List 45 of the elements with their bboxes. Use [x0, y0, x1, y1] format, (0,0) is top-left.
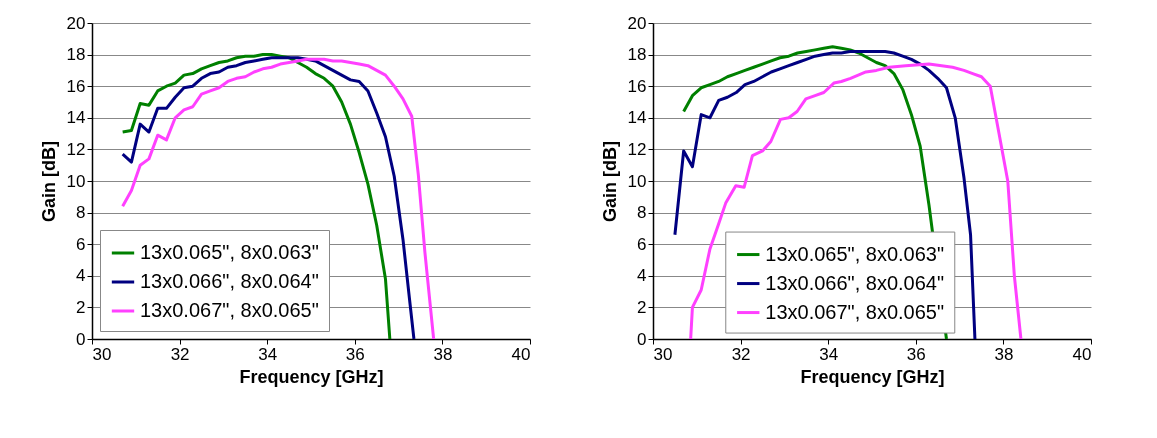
y-tick-label: 14	[66, 108, 86, 128]
y-tick-label: 20	[627, 13, 647, 33]
x-tick-label: 40	[511, 344, 531, 364]
y-tick-label: 16	[627, 76, 647, 96]
y-tick-label: 4	[637, 266, 647, 286]
x-tick-label: 30	[92, 344, 112, 364]
legend-label: 13x0.066", 8x0.064"	[765, 271, 945, 294]
y-tick-label: 0	[76, 329, 86, 349]
x-tick-label: 32	[731, 344, 751, 364]
x-tick-label: 34	[819, 344, 839, 364]
y-tick-label: 2	[637, 297, 647, 317]
legend-label: 13x0.065", 8x0.063"	[765, 242, 945, 265]
y-tick-label: 20	[66, 13, 86, 33]
x-axis-title: Frequency [GHz]	[800, 366, 945, 387]
x-tick-label: 38	[433, 344, 453, 364]
y-tick-label: 2	[76, 297, 86, 317]
x-tick-label: 32	[170, 344, 190, 364]
y-tick-label: 8	[637, 203, 647, 223]
x-axis-title: Frequency [GHz]	[239, 366, 384, 387]
y-tick-label: 8	[76, 203, 86, 223]
x-tick-label: 34	[258, 344, 278, 364]
y-tick-label: 14	[627, 108, 647, 128]
y-tick-label: 4	[76, 266, 86, 286]
y-tick-label: 12	[66, 139, 86, 159]
x-tick-label: 36	[345, 344, 365, 364]
line-series	[689, 62, 1023, 339]
y-tick-label: 18	[627, 45, 647, 65]
y-tick-label: 10	[66, 171, 86, 191]
y-axis-title: Gain [dB]	[38, 141, 59, 222]
y-tick-label: 10	[627, 171, 647, 191]
x-tick-label: 38	[994, 344, 1014, 364]
x-tick-label: 36	[906, 344, 926, 364]
y-tick-label: 16	[66, 76, 86, 96]
x-tick-label: 30	[653, 344, 673, 364]
y-axis-title: Gain [dB]	[599, 141, 620, 222]
legend-label: 13x0.067", 8x0.065"	[140, 299, 319, 321]
legend-label: 13x0.067", 8x0.065"	[765, 300, 945, 323]
y-tick-label: 12	[627, 139, 647, 159]
y-tick-label: 6	[637, 234, 647, 254]
legend-label: 13x0.065", 8x0.063"	[140, 241, 319, 263]
x-tick-label: 40	[1072, 344, 1092, 364]
y-tick-label: 18	[66, 45, 86, 65]
legend-label: 13x0.066", 8x0.064"	[140, 270, 319, 292]
y-tick-label: 6	[76, 234, 86, 254]
y-tick-label: 0	[637, 329, 647, 349]
